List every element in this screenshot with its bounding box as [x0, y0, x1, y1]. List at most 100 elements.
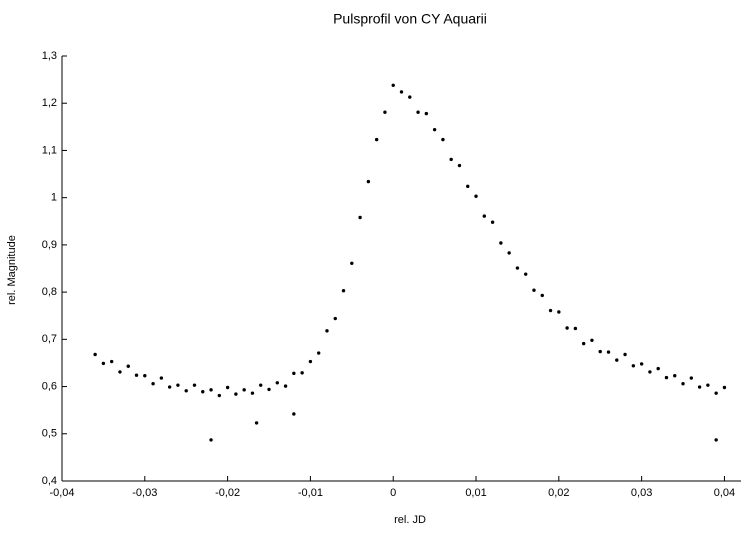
- point: [151, 382, 155, 386]
- point: [706, 383, 710, 387]
- point: [639, 362, 644, 366]
- point: [267, 387, 271, 392]
- y-tick-label: 0,9: [42, 239, 57, 251]
- point: [358, 215, 362, 220]
- point: [283, 384, 288, 388]
- point: [300, 371, 304, 375]
- point: [457, 163, 462, 168]
- point: [466, 184, 470, 189]
- point: [598, 349, 602, 354]
- point: [714, 391, 718, 395]
- point: [201, 390, 205, 394]
- point: [408, 95, 412, 99]
- point: [606, 350, 611, 354]
- x-tick-label: 0: [390, 487, 396, 499]
- point: [126, 364, 130, 368]
- x-tick-label: 0,04: [714, 487, 735, 499]
- y-tick-label: 0,5: [42, 428, 57, 440]
- point: [499, 241, 503, 245]
- point: [391, 83, 395, 87]
- point: [209, 388, 213, 392]
- y-tick-label: 1: [51, 192, 57, 204]
- point: [366, 179, 371, 184]
- point: [648, 370, 652, 374]
- point: [234, 392, 238, 396]
- point: [689, 376, 694, 380]
- x-tick-label: -0,02: [215, 487, 240, 499]
- point: [714, 438, 718, 442]
- point: [722, 385, 727, 390]
- point: [631, 364, 636, 368]
- point: [441, 137, 445, 142]
- point: [681, 382, 685, 386]
- point: [259, 383, 263, 387]
- point: [432, 127, 437, 132]
- x-tick-label: 0,02: [548, 487, 569, 499]
- point: [383, 110, 387, 114]
- point: [225, 385, 230, 390]
- point: [159, 376, 164, 380]
- point: [109, 359, 114, 364]
- point: [565, 326, 569, 330]
- point: [374, 137, 379, 142]
- point: [623, 352, 627, 357]
- point: [615, 358, 619, 362]
- point: [399, 90, 404, 94]
- y-tick-label: 0,8: [42, 286, 57, 298]
- point: [167, 385, 172, 389]
- point: [341, 288, 346, 293]
- y-tick-label: 0,7: [42, 333, 57, 345]
- point: [192, 383, 197, 387]
- x-tick-label: -0,04: [49, 487, 74, 499]
- point: [292, 412, 296, 416]
- y-tick-label: 0,4: [42, 475, 57, 487]
- point: [118, 370, 122, 374]
- point: [93, 352, 97, 357]
- point: [673, 373, 677, 378]
- y-tick-label: 1,2: [42, 97, 57, 109]
- point: [540, 293, 544, 298]
- point: [557, 310, 561, 314]
- point: [308, 359, 313, 364]
- x-tick-label: 0,03: [631, 487, 652, 499]
- point: [333, 316, 337, 321]
- x-tick-label: 0,01: [465, 487, 486, 499]
- point: [590, 338, 594, 342]
- y-tick-label: 1,3: [42, 50, 57, 62]
- point: [250, 391, 255, 395]
- point: [515, 266, 520, 270]
- point: [416, 110, 420, 114]
- point: [242, 388, 246, 392]
- point: [697, 385, 702, 389]
- point: [482, 214, 487, 218]
- x-tick-label: -0,01: [298, 487, 323, 499]
- point: [664, 375, 669, 380]
- point: [184, 389, 188, 393]
- point: [656, 366, 660, 371]
- x-tick-label: -0,03: [132, 487, 157, 499]
- y-axis-label: rel. Magnitude: [6, 235, 18, 305]
- chart-title: Pulsprofil von CY Aquarii: [333, 11, 487, 27]
- point: [524, 272, 528, 276]
- y-tick-label: 0,6: [42, 380, 57, 392]
- point: [143, 373, 147, 378]
- point: [254, 421, 259, 425]
- point: [581, 341, 586, 346]
- point: [548, 308, 553, 313]
- point: [424, 111, 429, 116]
- point: [573, 326, 578, 331]
- point: [209, 438, 213, 442]
- point: [490, 220, 495, 224]
- point: [275, 381, 279, 385]
- point: [316, 351, 321, 355]
- point: [532, 288, 536, 292]
- point: [350, 261, 354, 266]
- point: [134, 373, 139, 377]
- point: [507, 251, 511, 255]
- point: [474, 194, 478, 198]
- point: [217, 393, 222, 398]
- point: [101, 361, 106, 366]
- point: [176, 383, 180, 387]
